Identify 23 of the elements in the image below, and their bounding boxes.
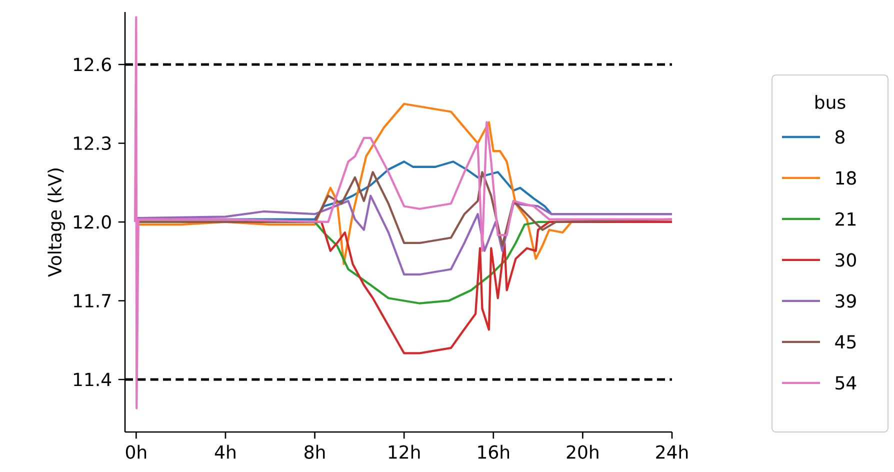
y-axis-title: Voltage (kV) (48, 168, 66, 277)
x-tick-label: 12h (388, 444, 420, 459)
legend-label: 45 (835, 335, 856, 349)
x-tick-label: 16h (478, 444, 510, 459)
legend-label: 8 (835, 130, 844, 144)
legend-label: 30 (836, 253, 856, 267)
x-tick-label: 0h (126, 444, 146, 459)
x-tick-label: 8h (304, 444, 325, 459)
legend-label: 39 (836, 294, 856, 308)
y-tick-label: 12.6 (74, 58, 111, 72)
legend-title: bus (816, 95, 846, 109)
x-tick-label: 24h (656, 444, 688, 459)
x-tick-label: 4h (214, 444, 236, 459)
legend-label: 54 (836, 376, 856, 390)
legend-label: 21 (836, 212, 856, 226)
legend-label: 18 (836, 171, 856, 185)
y-tick-label: 12.3 (74, 136, 111, 150)
y-tick-label: 12.0 (74, 215, 111, 229)
line-series (134, 16, 674, 410)
y-tick-label: 11.4 (74, 372, 112, 386)
line-series (135, 194, 674, 276)
y-tick-label: 11.7 (74, 294, 111, 308)
x-tick-label: 20h (566, 444, 598, 459)
